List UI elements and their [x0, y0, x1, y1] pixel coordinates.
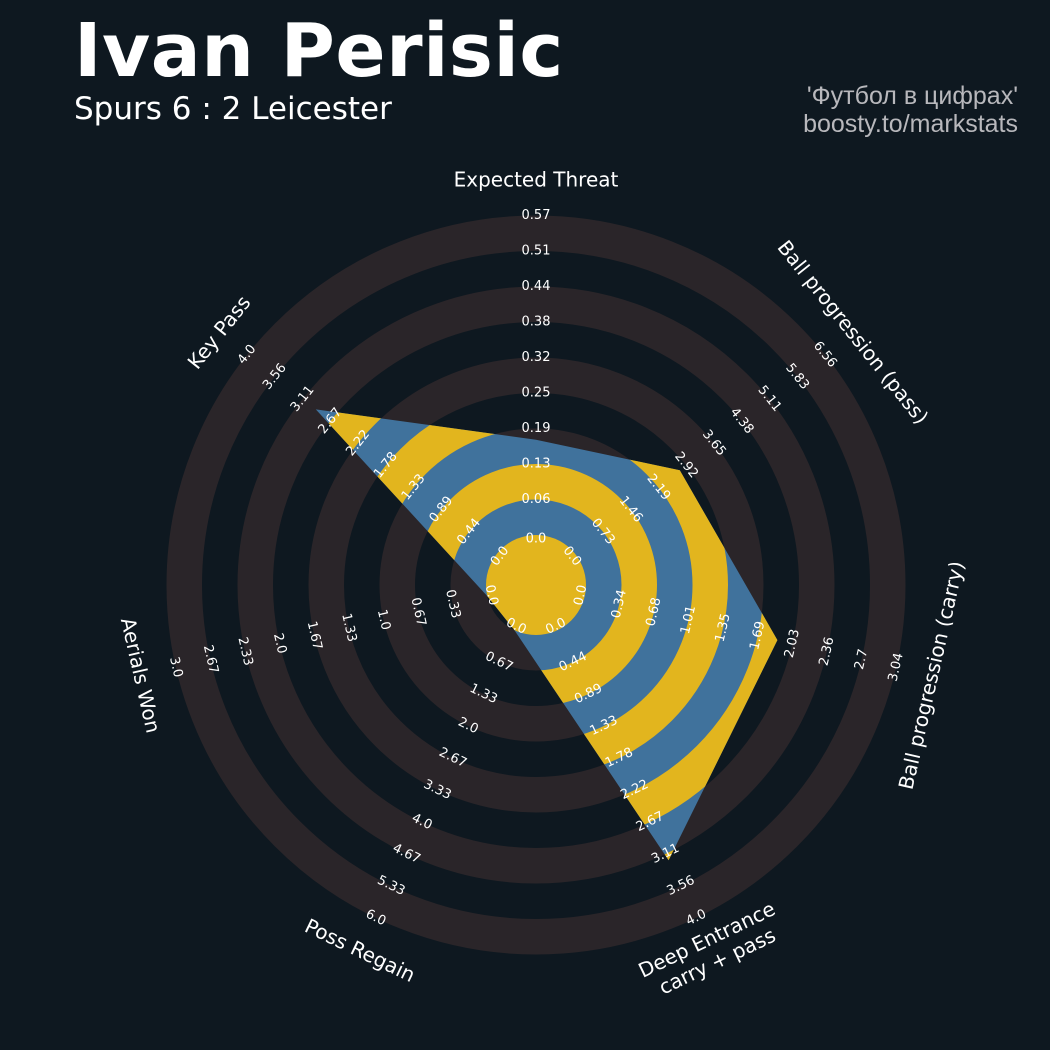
tick-label-expected-threat-7: 0.44	[522, 279, 551, 294]
param-label-line: Expected Threat	[454, 168, 619, 192]
tick-label-aerials-won-8: 2.67	[200, 644, 221, 676]
tick-label-ball-progression-carry-7: 2.36	[816, 636, 837, 668]
credit-channel: 'Футбол в цифрах'	[806, 82, 1018, 110]
tick-label-aerials-won-0: 0.0	[482, 583, 501, 607]
match-score: Spurs 6 : 2 Leicester	[74, 91, 392, 127]
ring-band	[237, 286, 835, 884]
value-core	[486, 535, 586, 635]
tick-label-ball-progression-carry-8: 2.7	[852, 648, 871, 672]
tick-label-aerials-won-7: 2.33	[234, 636, 255, 668]
tick-label-expected-threat-8: 0.51	[522, 244, 551, 259]
tick-label-ball-progression-carry-3: 1.01	[678, 604, 699, 636]
param-label-expected-threat: Expected Threat	[454, 168, 619, 192]
tick-label-expected-threat-6: 0.38	[522, 315, 551, 330]
ring-band	[308, 357, 764, 813]
tick-label-aerials-won-9: 3.0	[166, 655, 185, 679]
tick-label-aerials-won-6: 2.0	[270, 632, 289, 656]
tick-label-aerials-won-4: 1.33	[338, 612, 359, 644]
param-label-aerials-won: Aerials Won	[116, 615, 166, 735]
tick-label-ball-progression-carry-6: 2.03	[782, 628, 803, 660]
tick-label-ball-progression-carry-1: 0.34	[609, 588, 630, 620]
tick-label-expected-threat-9: 0.57	[522, 208, 551, 223]
tick-label-expected-threat-2: 0.13	[522, 457, 551, 472]
ring-band	[166, 215, 906, 955]
tick-label-ball-progression-carry-0: 0.0	[571, 583, 590, 607]
tick-label-ball-progression-carry-2: 0.68	[643, 596, 664, 628]
tick-label-aerials-won-2: 0.67	[408, 596, 429, 628]
tick-label-ball-progression-carry-9: 3.04	[886, 651, 907, 683]
tick-label-expected-threat-3: 0.19	[522, 421, 551, 436]
tick-label-aerials-won-3: 1.0	[374, 608, 393, 632]
tick-label-aerials-won-5: 1.67	[304, 620, 325, 652]
tick-label-aerials-won-1: 0.33	[442, 588, 463, 620]
tick-label-ball-progression-carry-5: 1.69	[747, 620, 768, 652]
tick-label-expected-threat-0: 0.0	[526, 532, 547, 547]
tick-label-expected-threat-4: 0.25	[522, 386, 551, 401]
tick-label-expected-threat-5: 0.32	[522, 350, 551, 365]
player-name: Ivan Perisic	[74, 8, 564, 94]
credit-link: boosty.to/markstats	[803, 110, 1018, 138]
tick-label-expected-threat-1: 0.06	[522, 492, 551, 507]
param-label-line: Aerials Won	[116, 615, 166, 735]
tick-label-ball-progression-carry-4: 1.35	[713, 612, 734, 644]
